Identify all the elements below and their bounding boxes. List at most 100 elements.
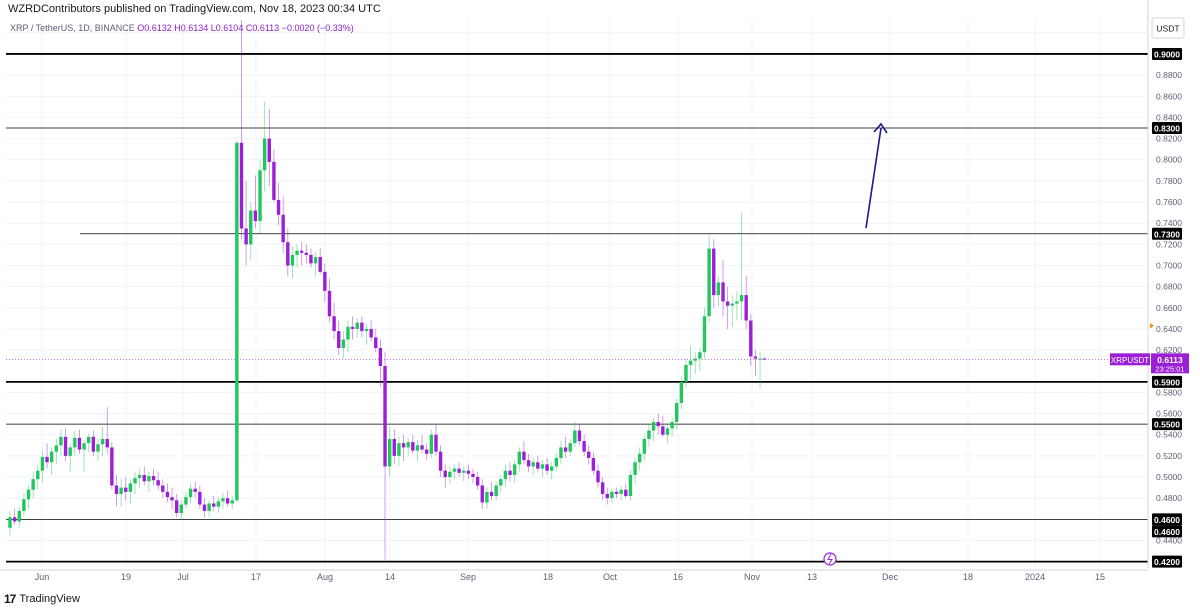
candle-body [137, 474, 142, 479]
candle-body [716, 282, 721, 296]
candle [568, 438, 572, 456]
candle [68, 443, 72, 472]
candle [702, 307, 707, 359]
candle-body [642, 438, 647, 454]
candle [161, 479, 165, 499]
candle [503, 464, 508, 488]
candle-body [434, 434, 438, 452]
candle-body [100, 438, 105, 445]
time-tick-label: Aug [317, 572, 333, 582]
candle [114, 474, 119, 507]
projection-arrow [865, 122, 888, 229]
candle [610, 489, 614, 503]
candle-body [128, 483, 133, 492]
currency-button-bg[interactable] [1151, 17, 1185, 39]
level-tag-label: 0.5900 [1154, 377, 1180, 387]
candle-body [554, 458, 559, 467]
candle-body [702, 316, 707, 353]
candle-body [619, 489, 623, 494]
candle [577, 424, 582, 446]
candle-body [628, 474, 633, 497]
candle [698, 348, 702, 372]
candle [688, 345, 693, 380]
price-tick-label: 0.5400 [1156, 430, 1182, 440]
currency-button[interactable]: USDT [1151, 17, 1185, 39]
candle [216, 497, 221, 513]
candle-body [452, 468, 457, 472]
candle [244, 180, 248, 266]
last-price-label: 0.6113 [1157, 355, 1183, 365]
candle [415, 440, 420, 462]
candle [596, 464, 600, 488]
candle-body [165, 491, 170, 498]
candle [563, 436, 568, 458]
candle [212, 496, 216, 511]
candle [346, 320, 350, 353]
time-tick-label: Dec [882, 572, 899, 582]
brand-label: TradingView [19, 593, 80, 605]
candle-body [679, 381, 684, 403]
candle-body [179, 504, 184, 513]
candle-body [26, 489, 31, 500]
level-tag: 0.5500 [1152, 418, 1182, 431]
price-tick-label: 0.6400 [1156, 324, 1182, 334]
candle-body [346, 326, 350, 340]
level-tag: 0.8300 [1152, 122, 1182, 134]
candle [110, 442, 114, 490]
candle-body [350, 326, 355, 329]
candle [536, 455, 540, 472]
candle [128, 479, 133, 504]
candle [665, 424, 670, 444]
candle [730, 295, 734, 327]
candle [239, 20, 244, 240]
candle [323, 263, 327, 303]
candle-body [675, 403, 679, 423]
candle [77, 429, 82, 454]
candle-body [499, 479, 503, 486]
candle-body [281, 214, 285, 243]
candle-body [651, 422, 656, 431]
candle [471, 468, 475, 484]
candle-body [49, 451, 54, 463]
candle [712, 239, 716, 308]
candle [151, 468, 156, 486]
candle [202, 498, 207, 518]
candle [133, 471, 137, 494]
candle-body [68, 447, 72, 456]
candle-body [184, 497, 188, 505]
lightning-icon-bolt [827, 553, 833, 565]
candle [725, 286, 730, 329]
tradingview-logo[interactable]: 17 TradingView [4, 592, 80, 606]
candles [8, 20, 767, 560]
candle-body [188, 488, 193, 498]
price-axis[interactable]: 0.92000.88000.86000.84000.82000.80000.78… [1147, 0, 1182, 568]
candle-body [40, 456, 45, 471]
time-axis[interactable]: Jun 19 Jul 17 Aug 14 Sep 18 Oct 16 Nov 13 Dec 18 2024 1… [0, 569, 1148, 582]
candle [45, 443, 49, 469]
candle [684, 358, 688, 389]
level-tag: 0.4200 [1152, 555, 1182, 568]
price-tick-label: 0.4800 [1156, 493, 1182, 503]
candle-body [295, 250, 299, 255]
candle-body [661, 426, 665, 435]
price-tick-label: 0.6600 [1156, 303, 1182, 313]
candle-body [156, 480, 160, 486]
candle [462, 466, 466, 482]
candle [762, 357, 767, 361]
candle-body [327, 290, 332, 317]
lightning-icon[interactable] [823, 552, 837, 566]
price-tick-label: 0.8400 [1156, 112, 1182, 122]
candle [707, 233, 711, 323]
level-tag-bg [1152, 122, 1182, 134]
candle [758, 352, 762, 389]
candle [276, 183, 281, 226]
candle-body [22, 499, 26, 511]
time-tick-label: Jun [35, 572, 50, 582]
candle [531, 458, 535, 475]
candle [512, 460, 517, 483]
candle [508, 462, 512, 482]
candle-body [323, 271, 327, 291]
candle-body [559, 447, 563, 458]
candle-body [466, 470, 471, 474]
